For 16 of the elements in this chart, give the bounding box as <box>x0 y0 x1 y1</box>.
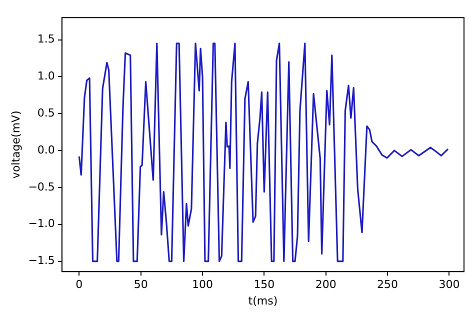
x-axis-title: t(ms) <box>248 294 278 308</box>
y-tick-label: −0.5 <box>28 180 55 194</box>
y-tick-label: 1.5 <box>37 32 55 46</box>
y-tick-label: 0.5 <box>37 106 55 120</box>
x-tick-label: 250 <box>377 278 398 292</box>
x-tick-label: 200 <box>315 278 336 292</box>
x-tick-label: 50 <box>134 278 148 292</box>
y-tick-label: −1.0 <box>28 217 55 230</box>
x-tick-label: 150 <box>254 278 275 292</box>
y-tick-label: −1.5 <box>28 254 55 268</box>
x-tick-label: 0 <box>76 278 83 292</box>
y-tick-label: 1.0 <box>37 70 55 83</box>
x-tick-label: 300 <box>438 278 460 292</box>
y-axis-title: voltage(mV) <box>9 110 22 179</box>
y-tick-label: 0.0 <box>37 143 55 156</box>
x-tick-label: 100 <box>192 278 214 292</box>
